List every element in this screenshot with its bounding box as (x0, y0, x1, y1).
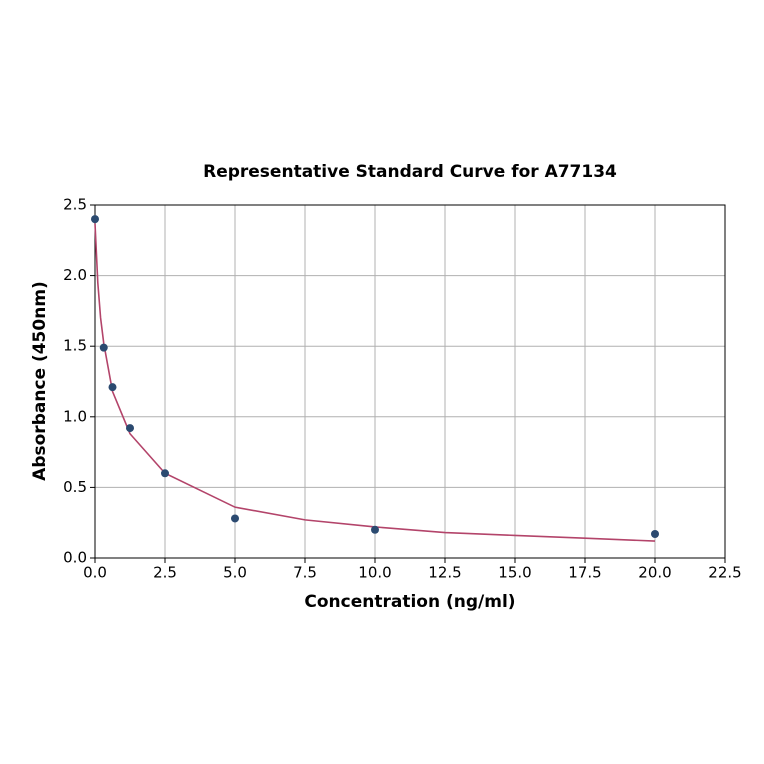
y-tick-label: 0.5 (63, 478, 87, 496)
y-tick-label: 1.5 (63, 337, 87, 355)
data-point (651, 529, 659, 538)
chart-title: Representative Standard Curve for A77134 (203, 162, 617, 182)
x-tick-label: 22.5 (708, 564, 741, 582)
x-tick-label: 7.5 (293, 564, 317, 582)
data-point (231, 514, 239, 523)
x-tick-label: 0.0 (83, 564, 107, 582)
fit-curve (94, 223, 656, 542)
data-point (99, 343, 108, 352)
data-point (161, 469, 169, 478)
data-point (126, 424, 134, 433)
data-point (371, 525, 379, 534)
y-tick-label: 2.5 (63, 196, 87, 214)
x-axis-label: Concentration (ng/ml) (304, 592, 515, 612)
plot-frame (94, 204, 726, 559)
data-point (108, 383, 117, 392)
x-tick-label: 2.5 (153, 564, 177, 582)
y-tick-label: 0.0 (63, 549, 87, 567)
y-tick-label: 1.0 (63, 407, 87, 425)
y-axis-label: Absorbance (450nm) (30, 281, 50, 481)
x-tick-label: 12.5 (428, 564, 461, 582)
data-point (91, 215, 99, 224)
x-tick-label: 15.0 (498, 564, 531, 582)
x-tick-label: 17.5 (568, 564, 601, 582)
y-tick-label: 2.0 (63, 266, 87, 284)
x-tick-label: 20.0 (638, 564, 671, 582)
x-tick-label: 5.0 (223, 564, 247, 582)
x-tick-label: 10.0 (358, 564, 391, 582)
